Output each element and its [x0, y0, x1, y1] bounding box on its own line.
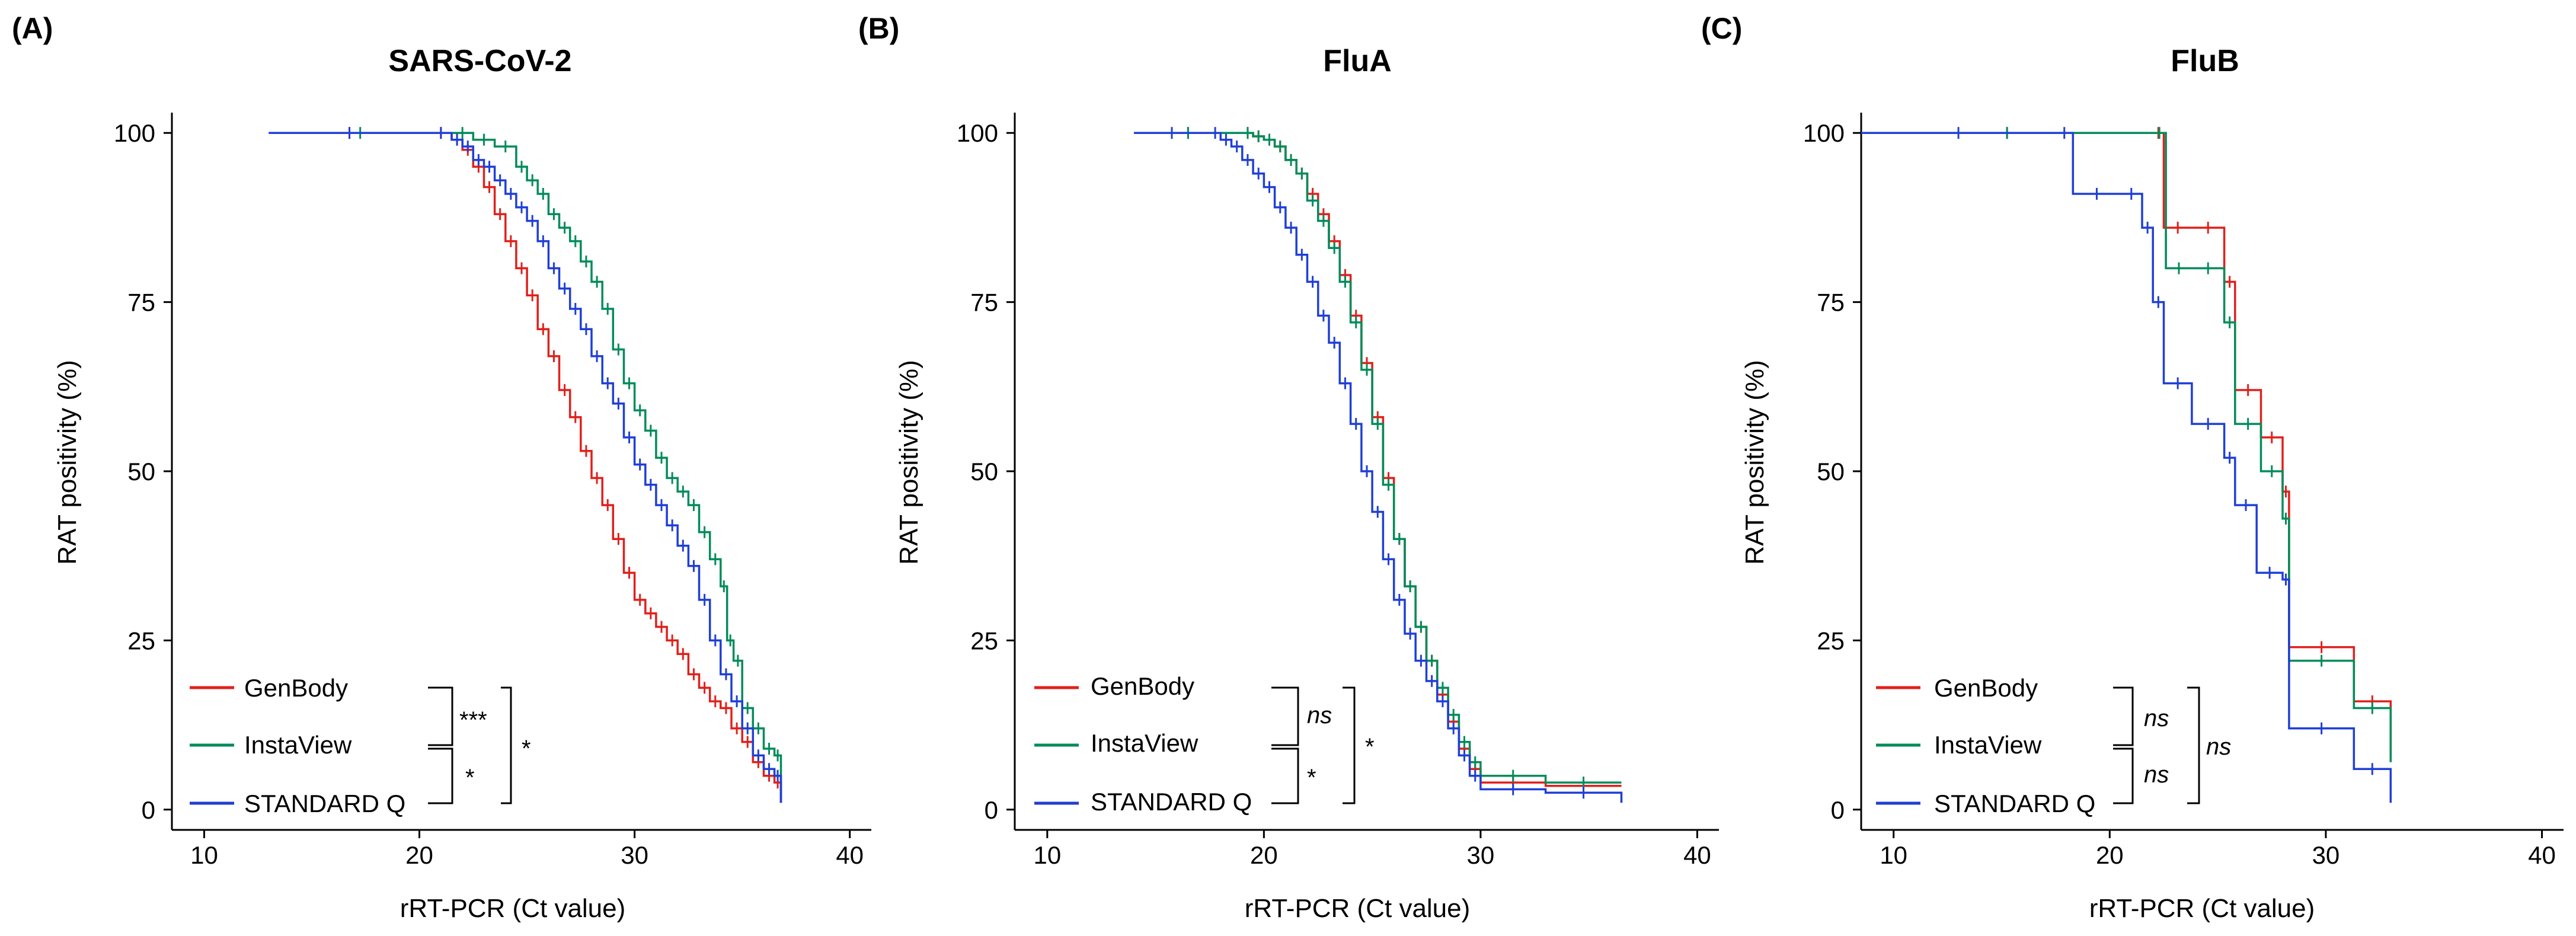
panel-a-bracket-outer: [501, 686, 512, 804]
panel-b-y-tick-label: 50: [970, 458, 998, 485]
panel-c-y-tick-label: 0: [1831, 796, 1845, 824]
panel-b-x-tick-label: 40: [1683, 841, 1711, 869]
panel-b-y-tick-label: 25: [970, 627, 998, 654]
panel-a-title: SARS-CoV-2: [388, 44, 571, 78]
panel-c: (C) FluB RAT positivity (%) rRT-PCR (Ct …: [1701, 12, 2564, 923]
panel-b-sig-outer: *: [1365, 734, 1375, 760]
panel-a-sig-outer: *: [522, 736, 531, 762]
panel-c-legend-instaview: InstaView: [1934, 731, 2042, 759]
panel-c-ylabel: RAT positivity (%): [1740, 360, 1769, 565]
panel-c-y-tick-label: 50: [1817, 458, 1845, 485]
panel-b-sig-pair2: *: [1307, 765, 1316, 791]
panel-c-x-tick-label: 20: [2096, 841, 2124, 869]
panel-c-sig-pair1: ns: [2144, 705, 2169, 731]
panel-a-x-tick-label: 40: [836, 841, 864, 869]
panel-a-series-instaview: [269, 132, 782, 803]
panel-b-y-tick-label: 75: [970, 289, 998, 317]
panel-a-series-genbody: [269, 132, 782, 803]
panel-a-xlabel: rRT-PCR (Ct value): [400, 894, 626, 923]
panel-a-sig-pair2: *: [465, 765, 475, 791]
panel-b-series-instaview: [1134, 132, 1622, 784]
panel-b-series-genbody: [1134, 132, 1622, 787]
panel-b-x-tick-label: 30: [1467, 841, 1495, 869]
panel-a-legend-instaview: InstaView: [244, 731, 352, 759]
panel-b-bracket-outer: [1343, 686, 1356, 804]
panel-b: (B) FluA RAT positivity (%) rRT-PCR (Ct …: [858, 12, 1719, 923]
panel-c-xlabel: rRT-PCR (Ct value): [2089, 894, 2315, 923]
panel-a-x-tick-label: 30: [621, 841, 648, 869]
panel-c-series-standard-q: [1861, 132, 2392, 803]
panel-a-y-tick-label: 0: [142, 796, 155, 824]
panel-a-sig-pair1: ***: [459, 707, 487, 733]
panel-a-bracket-pair1: [428, 686, 453, 746]
panel-c-x-tick-label: 40: [2528, 841, 2556, 869]
panel-a-y-tick-label: 75: [127, 289, 155, 317]
panel-b-label: (B): [858, 12, 899, 45]
panel-a-x-tick-label: 10: [190, 841, 218, 869]
panel-c-x-tick-label: 30: [2312, 841, 2340, 869]
panel-a-bracket-pair2: [428, 747, 453, 804]
panel-c-series-genbody: [1861, 132, 2392, 756]
panel-c-bracket-pair2: [2113, 747, 2134, 804]
panel-a-ylabel: RAT positivity (%): [53, 360, 82, 565]
panel-c-sig-outer: ns: [2206, 734, 2231, 760]
panel-a-y-tick-label: 25: [127, 627, 155, 654]
panel-a-x-tick-label: 20: [405, 841, 433, 869]
panel-c-title: FluB: [2171, 44, 2239, 78]
panel-b-legend-genbody: GenBody: [1091, 672, 1194, 700]
panel-c-sig-pair2: ns: [2144, 762, 2169, 788]
panel-c-legend-genbody: GenBody: [1934, 674, 2038, 702]
panel-b-x-tick-label: 20: [1250, 841, 1278, 869]
panel-c-y-tick-label: 25: [1817, 627, 1845, 654]
panel-b-bracket-pair2: [1271, 747, 1299, 804]
panel-c-y-tick-label: 75: [1817, 289, 1845, 317]
panel-a-series-standard-q: [269, 132, 782, 803]
panel-a-label: (A): [12, 12, 53, 45]
panel-b-y-tick-label: 0: [985, 796, 998, 824]
panel-a-y-tick-label: 100: [114, 119, 155, 147]
panel-a-legend-genbody: GenBody: [244, 674, 348, 702]
panel-c-x-tick-label: 10: [1880, 841, 1907, 869]
panel-c-bracket-outer: [2187, 686, 2200, 804]
panel-b-x-tick-label: 10: [1033, 841, 1061, 869]
panel-c-legend-standardq: STANDARD Q: [1934, 790, 2095, 817]
panel-b-sig-pair1: ns: [1307, 702, 1332, 729]
panel-b-bracket-pair1: [1271, 686, 1299, 746]
panel-b-legend-standardq: STANDARD Q: [1091, 788, 1252, 816]
panel-b-legend-instaview: InstaView: [1091, 729, 1198, 757]
panel-c-bracket-pair1: [2113, 686, 2134, 746]
panel-c-label: (C): [1701, 12, 1742, 45]
panel-a-y-tick-label: 50: [127, 458, 155, 485]
panel-c-series-instaview: [1861, 132, 2392, 762]
panel-b-series-standard-q: [1134, 132, 1623, 803]
panel-a: (A) SARS-CoV-2 RAT positivity (%) rRT-PC…: [12, 12, 871, 923]
panel-b-title: FluA: [1323, 44, 1392, 78]
panel-b-y-tick-label: 100: [957, 119, 998, 147]
panel-c-y-tick-label: 100: [1803, 119, 1845, 147]
panel-b-ylabel: RAT positivity (%): [894, 360, 923, 565]
panel-b-xlabel: rRT-PCR (Ct value): [1245, 894, 1471, 923]
panel-a-legend-standardq: STANDARD Q: [244, 790, 405, 817]
